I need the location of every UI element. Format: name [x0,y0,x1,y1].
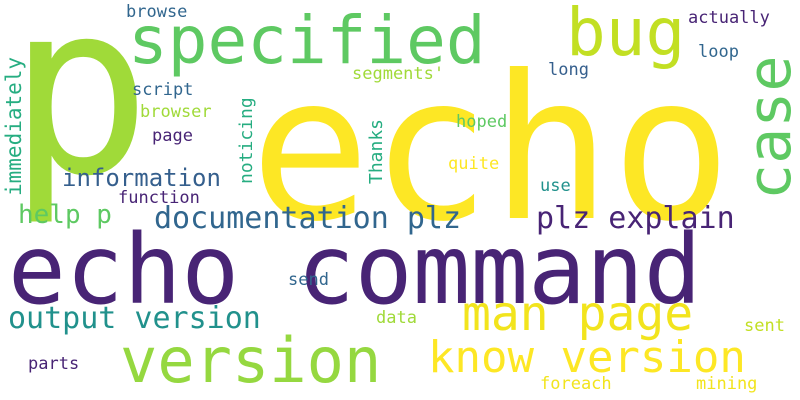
word-quite: quite [448,154,500,174]
word-use: use [540,176,571,196]
word-thanks: Thanks [366,118,387,184]
word-echo-command: echo command [8,214,702,326]
word-case: case [735,55,800,201]
word-script: script [132,80,194,100]
word-actually: actually [688,8,770,28]
word-long: long [548,60,589,80]
word-documentation-plz: documentation plz [154,201,462,236]
word-data: data [376,308,417,328]
word-function: function [118,188,200,208]
word-immediately: immediately [2,56,26,196]
word-know-version: know version [428,332,746,383]
word-version-large: version [120,324,382,397]
word-segments: segments' [352,64,445,84]
word-browse: browse [126,2,188,22]
word-send: send [288,270,329,290]
word-browser: browser [140,102,212,122]
word-help-p: help p [18,200,112,230]
word-hoped: hoped [456,112,508,132]
word-plz-explain: plz explain [536,201,735,236]
word-echo: echo [250,33,732,266]
word-loop: loop [698,42,739,62]
word-bug: bug [566,0,686,71]
word-sent: sent [744,316,785,336]
word-man-page: man page [462,286,694,342]
word-parts: parts [28,354,80,374]
word-output-version: output version [8,301,261,336]
word-p: p [8,0,152,229]
word-page: page [152,126,193,146]
word-specified: specified [128,2,486,79]
word-foreach: foreach [540,374,612,394]
word-mining: mining [696,374,758,394]
word-information: information [62,164,221,192]
word-noticing: noticing [236,97,257,184]
